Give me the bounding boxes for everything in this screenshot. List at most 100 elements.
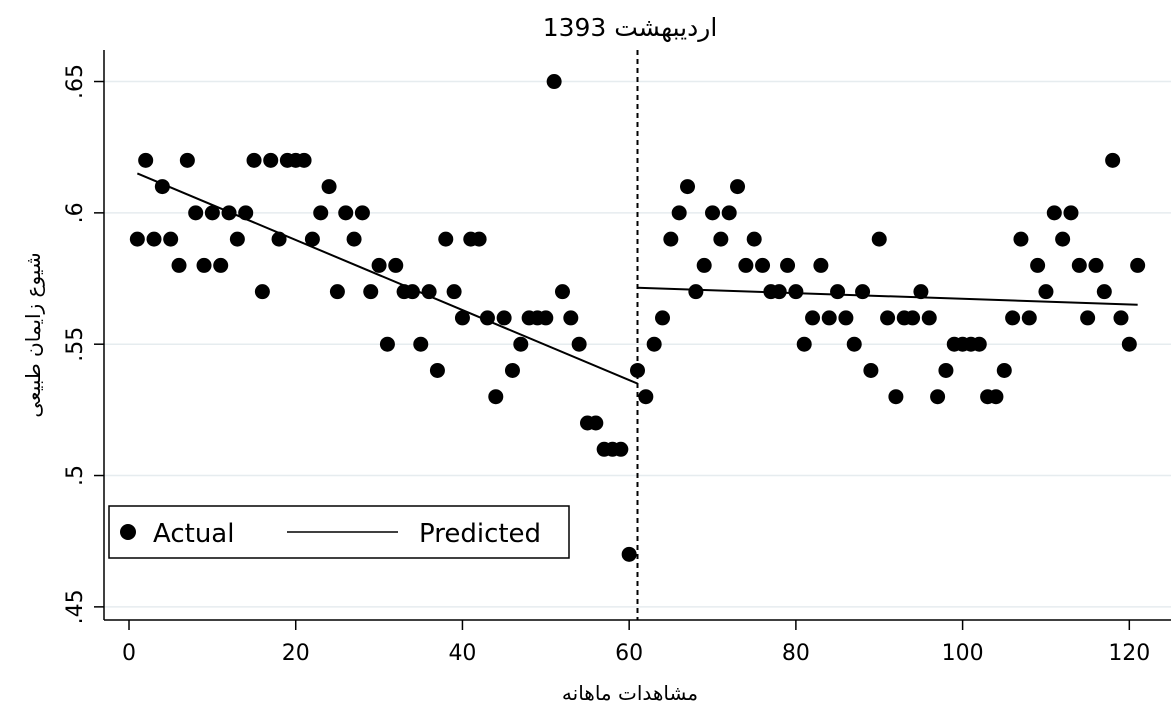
data-point bbox=[313, 205, 329, 221]
data-point bbox=[671, 205, 687, 221]
predicted-line bbox=[637, 286, 1138, 306]
data-point bbox=[413, 336, 429, 352]
data-point bbox=[371, 257, 387, 273]
data-point bbox=[1030, 257, 1046, 273]
data-point bbox=[838, 310, 854, 326]
data-point bbox=[1021, 310, 1037, 326]
data-point bbox=[1121, 336, 1137, 352]
data-point bbox=[1105, 152, 1121, 168]
data-point bbox=[730, 179, 746, 195]
predicted-line bbox=[136, 172, 638, 385]
data-point bbox=[621, 546, 637, 562]
y-tick-label: .65 bbox=[63, 64, 88, 99]
data-point bbox=[1130, 257, 1146, 273]
data-point bbox=[338, 205, 354, 221]
y-tick-label: .6 bbox=[63, 202, 88, 223]
data-point bbox=[1005, 310, 1021, 326]
data-point bbox=[171, 257, 187, 273]
data-point bbox=[554, 284, 570, 300]
x-tick-label: 100 bbox=[942, 641, 984, 666]
data-point bbox=[613, 441, 629, 457]
x-axis-label: مشاهدات ماهانه bbox=[562, 681, 698, 705]
legend: Actual Predicted bbox=[108, 505, 570, 559]
data-point bbox=[921, 310, 937, 326]
data-point bbox=[588, 415, 604, 431]
data-point bbox=[354, 205, 370, 221]
data-point bbox=[1113, 310, 1129, 326]
data-point bbox=[1063, 205, 1079, 221]
data-point bbox=[471, 231, 487, 247]
data-point bbox=[855, 284, 871, 300]
legend-box bbox=[108, 505, 570, 559]
data-point bbox=[863, 362, 879, 378]
data-point bbox=[988, 389, 1004, 405]
data-point bbox=[813, 257, 829, 273]
data-point bbox=[830, 284, 846, 300]
data-point bbox=[680, 179, 696, 195]
data-point bbox=[638, 389, 654, 405]
data-point bbox=[179, 152, 195, 168]
data-point bbox=[663, 231, 679, 247]
data-point bbox=[496, 310, 512, 326]
data-point bbox=[746, 231, 762, 247]
data-point bbox=[388, 257, 404, 273]
data-point bbox=[513, 336, 529, 352]
data-point bbox=[996, 362, 1012, 378]
data-point bbox=[129, 231, 145, 247]
data-point bbox=[821, 310, 837, 326]
data-point bbox=[571, 336, 587, 352]
data-point bbox=[630, 362, 645, 378]
data-point bbox=[346, 231, 362, 247]
data-point bbox=[163, 231, 179, 247]
data-point bbox=[688, 284, 704, 300]
x-tick-label: 40 bbox=[448, 641, 476, 666]
data-point bbox=[263, 152, 279, 168]
data-point bbox=[1013, 231, 1029, 247]
data-point bbox=[721, 205, 737, 221]
x-tick-label: 80 bbox=[782, 641, 810, 666]
data-point bbox=[805, 310, 821, 326]
legend-predicted-label: Predicted bbox=[419, 519, 541, 549]
data-point bbox=[504, 362, 520, 378]
data-point bbox=[429, 362, 445, 378]
data-point bbox=[146, 231, 162, 247]
data-point bbox=[138, 152, 154, 168]
legend-actual-label: Actual bbox=[153, 519, 234, 549]
data-point bbox=[738, 257, 754, 273]
data-point bbox=[1071, 257, 1087, 273]
data-point bbox=[563, 310, 579, 326]
data-point bbox=[871, 231, 887, 247]
x-tick-label: 60 bbox=[615, 641, 643, 666]
data-point bbox=[646, 336, 662, 352]
data-point bbox=[488, 389, 504, 405]
data-point bbox=[1046, 205, 1062, 221]
data-point bbox=[913, 284, 929, 300]
data-point bbox=[196, 257, 212, 273]
x-tick-label: 20 bbox=[282, 641, 310, 666]
x-axis-ticks: 0 20 40 60 80 100 120 bbox=[122, 620, 1150, 666]
data-point bbox=[438, 231, 454, 247]
data-point bbox=[379, 336, 395, 352]
data-point bbox=[1096, 284, 1112, 300]
data-point bbox=[446, 284, 462, 300]
y-tick-label: .5 bbox=[63, 465, 88, 486]
data-point bbox=[204, 205, 220, 221]
data-point bbox=[254, 284, 270, 300]
data-point bbox=[888, 389, 904, 405]
data-point bbox=[363, 284, 379, 300]
data-point bbox=[246, 152, 262, 168]
data-point bbox=[1088, 257, 1104, 273]
data-point bbox=[229, 231, 245, 247]
data-point bbox=[846, 336, 862, 352]
chart-title: اردیبهشت 1393 bbox=[543, 13, 718, 43]
data-point bbox=[705, 205, 721, 221]
data-point bbox=[329, 284, 345, 300]
data-point bbox=[1038, 284, 1054, 300]
data-point bbox=[304, 231, 320, 247]
data-point bbox=[1055, 231, 1071, 247]
legend-actual-marker bbox=[120, 524, 136, 540]
data-point bbox=[296, 152, 312, 168]
y-tick-label: .55 bbox=[63, 327, 88, 362]
data-point bbox=[788, 284, 804, 300]
